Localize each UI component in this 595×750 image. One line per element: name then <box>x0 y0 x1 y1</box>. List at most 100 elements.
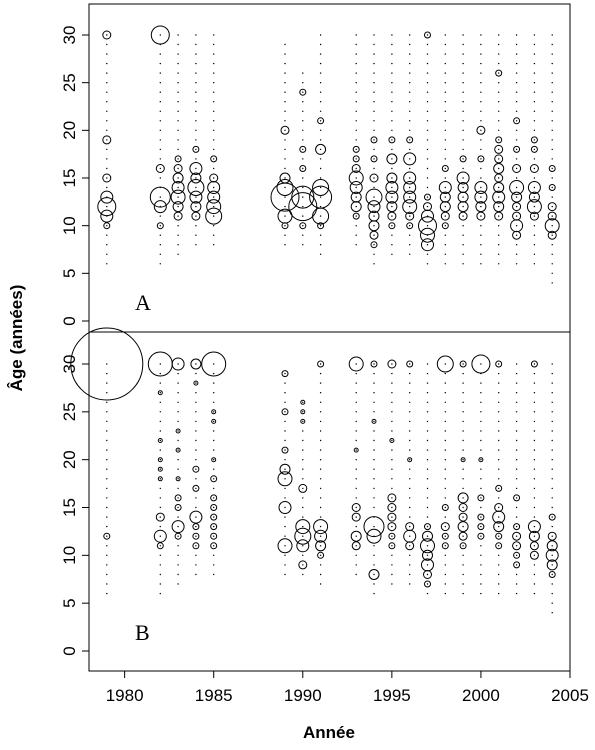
data-dot <box>409 449 411 451</box>
data-dot <box>213 411 215 413</box>
data-dot <box>355 72 357 74</box>
data-dot <box>373 177 375 179</box>
data-dot <box>391 372 393 375</box>
data-dot <box>551 497 553 499</box>
data-bubble <box>207 190 221 204</box>
data-dot <box>444 225 446 227</box>
data-bubble <box>548 165 556 172</box>
data-dot <box>551 72 553 74</box>
data-dot <box>444 215 446 217</box>
y-tick-label: 15 <box>60 498 79 517</box>
data-dot <box>159 554 161 556</box>
data-dot <box>106 564 108 566</box>
data-bubble <box>405 211 415 221</box>
panel-b: 0 5 10 15 20 25 30 B <box>60 327 571 672</box>
data-dot <box>373 225 375 227</box>
data-dot <box>159 101 161 103</box>
data-dot <box>302 430 304 432</box>
data-dot <box>319 34 322 36</box>
data-dot <box>391 244 393 246</box>
data-dot <box>373 430 375 432</box>
data-dot <box>480 129 482 131</box>
y-tick-label: 25 <box>60 402 79 421</box>
data-dot <box>551 612 553 614</box>
data-dot <box>515 392 518 394</box>
data-bubble <box>529 541 539 551</box>
data-dot <box>195 91 197 93</box>
data-dot <box>480 583 482 585</box>
data-dot <box>391 82 393 84</box>
data-dot <box>551 487 553 490</box>
data-dot <box>391 382 393 384</box>
data-dot <box>498 186 500 189</box>
data-dot <box>106 411 108 413</box>
data-dot <box>213 573 215 576</box>
data-dot <box>213 449 215 451</box>
data-dot <box>213 177 215 179</box>
data-dot <box>391 101 393 103</box>
y-tick-label: 10 <box>60 216 79 235</box>
data-dot <box>195 535 197 537</box>
data-dot <box>213 139 215 141</box>
data-dot <box>444 516 446 518</box>
data-dot <box>391 430 393 432</box>
data-dot <box>480 53 482 55</box>
data-dot <box>462 110 464 113</box>
data-dot <box>159 506 161 509</box>
data-bubble <box>494 211 504 221</box>
data-dot <box>195 459 197 461</box>
data-dot <box>444 363 446 365</box>
data-bubble <box>206 199 222 215</box>
y-tick-label: 15 <box>60 169 79 188</box>
data-dot <box>213 186 215 189</box>
data-dot <box>551 53 553 55</box>
data-dot <box>498 110 500 113</box>
data-bubble <box>351 503 361 512</box>
data-bubble <box>187 179 205 196</box>
data-dot <box>409 411 411 413</box>
data-bubble <box>526 199 542 215</box>
data-bubble <box>527 181 541 194</box>
data-dot <box>213 110 215 113</box>
data-dot <box>159 120 161 122</box>
data-dot <box>159 91 161 93</box>
data-bubble <box>149 186 171 208</box>
data-dot <box>284 101 286 103</box>
data-dot <box>213 506 215 509</box>
data-bubble <box>315 540 327 552</box>
data-dot <box>533 487 536 490</box>
data-dot <box>159 545 161 547</box>
data-bubble <box>405 541 415 551</box>
data-dot <box>195 53 197 55</box>
data-bubble <box>314 529 328 543</box>
data-dot <box>177 167 179 170</box>
data-dot <box>284 401 286 403</box>
data-dot <box>391 392 393 394</box>
data-dot <box>195 177 197 179</box>
data-bubble <box>172 172 184 184</box>
x-tick-label: 1985 <box>195 686 233 705</box>
data-dot <box>444 497 446 499</box>
data-dot <box>302 225 304 227</box>
data-dot <box>426 91 429 93</box>
data-dot <box>515 411 518 413</box>
x-axis: 1980 1985 1990 1995 2000 2005 <box>106 671 589 705</box>
data-dot <box>426 545 429 547</box>
data-dot <box>391 148 393 151</box>
data-bubble <box>351 541 361 551</box>
data-dot <box>551 263 553 265</box>
data-bubble <box>548 184 556 191</box>
data-dot <box>533 43 536 46</box>
data-dot <box>444 34 446 36</box>
data-dot <box>302 120 304 122</box>
data-bubble <box>277 471 293 487</box>
data-dot <box>426 430 429 432</box>
data-bubble <box>407 457 413 463</box>
data-bubble <box>298 483 308 493</box>
data-bubble <box>350 530 362 542</box>
data-dot <box>444 91 446 93</box>
data-dot <box>515 516 518 518</box>
data-bubble <box>456 171 470 185</box>
data-bubble <box>512 541 522 551</box>
data-dot <box>391 205 393 208</box>
